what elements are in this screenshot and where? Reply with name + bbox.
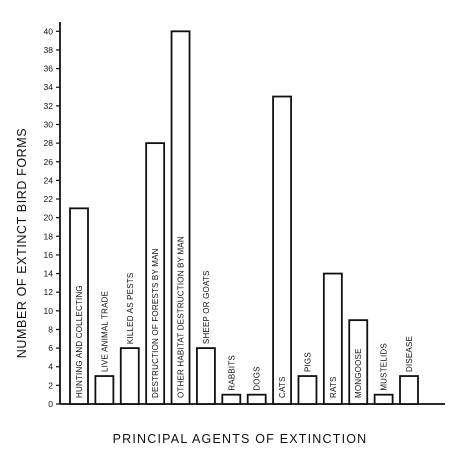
bar — [119, 347, 140, 405]
category-label: RATS — [329, 376, 338, 398]
bar — [297, 375, 318, 405]
bar — [399, 375, 419, 405]
y-tick-label: 8 — [48, 324, 53, 334]
y-tick-label: 0 — [48, 399, 53, 409]
plot-area: 0246810121416182022242628303234363840HUN… — [44, 22, 445, 409]
category-label: PIGS — [303, 352, 312, 372]
y-tick-label: 18 — [44, 231, 54, 241]
y-axis-label: NUMBER OF EXTINCT BIRD FORMS — [15, 128, 29, 358]
y-tick-label: 16 — [44, 250, 54, 260]
y-tick-label: 4 — [48, 362, 53, 372]
category-label: DOGS — [253, 366, 262, 390]
category-label: OTHER HABITAT DESTRUCTION BY MAN — [177, 236, 186, 398]
y-tick-label: 34 — [44, 82, 54, 92]
y-tick-label: 36 — [44, 64, 54, 74]
y-tick-label: 6 — [48, 343, 53, 353]
category-label: KILLED AS PESTS — [126, 273, 135, 344]
y-tick-label: 10 — [44, 306, 54, 316]
y-tick-label: 28 — [44, 138, 54, 148]
bar — [221, 393, 242, 405]
bar — [196, 347, 216, 405]
category-label: DISEASE — [405, 336, 414, 372]
bar — [170, 30, 191, 405]
category-label: CATS — [278, 376, 287, 398]
y-tick-label: 24 — [44, 175, 54, 185]
category-label: HUNTING AND COLLECTING — [75, 285, 84, 398]
y-tick-label: 20 — [44, 213, 54, 223]
y-tick-label: 30 — [44, 119, 54, 129]
bar — [145, 142, 166, 405]
bar — [322, 272, 343, 405]
y-tick-label: 22 — [44, 194, 54, 204]
bar — [94, 375, 115, 405]
bar — [246, 393, 267, 405]
y-tick-label: 12 — [44, 287, 54, 297]
bar — [69, 207, 89, 405]
y-tick-label: 32 — [44, 101, 54, 111]
category-label: MONGOOSE — [354, 348, 363, 398]
y-tick-label: 2 — [48, 380, 53, 390]
x-axis-label: PRINCIPAL AGENTS OF EXTINCTION — [113, 432, 368, 446]
category-label: MUSTELIDS — [380, 343, 389, 391]
y-tick-label: 40 — [44, 26, 54, 36]
bar — [348, 319, 369, 405]
category-label: DESTRUCTION OF FORESTS BY MAN — [151, 248, 160, 398]
y-tick-label: 26 — [44, 157, 54, 167]
y-tick-label: 38 — [44, 45, 54, 55]
category-label: SHEEP OR GOATS — [202, 270, 211, 344]
bar — [373, 393, 394, 405]
y-tick-label: 14 — [44, 269, 54, 279]
bar — [272, 95, 292, 405]
category-label: LIVE ANIMAL TRADE — [100, 291, 109, 372]
category-label: RABBITS — [227, 355, 236, 391]
